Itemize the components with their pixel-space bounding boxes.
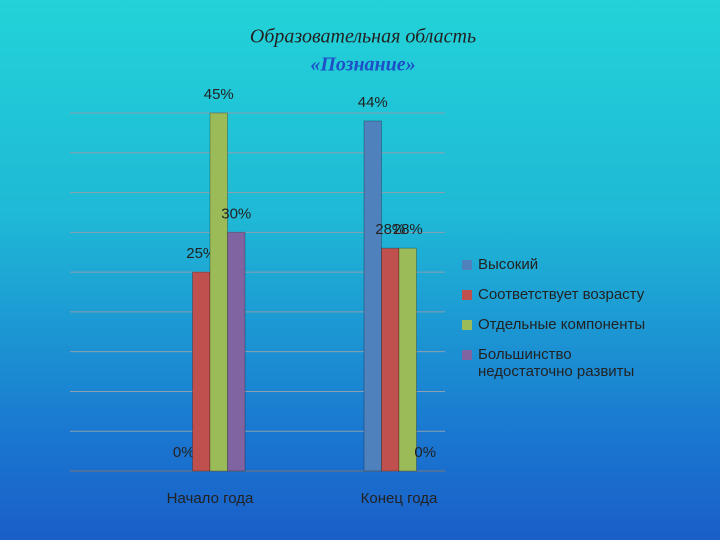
x-tick-label: Конец года — [361, 490, 438, 507]
bar — [363, 120, 382, 472]
data-label: 44% — [358, 94, 388, 111]
legend-label: Отдельные компоненты — [478, 316, 646, 333]
data-label: 45% — [204, 86, 234, 103]
chart-title: Образовательная область — [250, 26, 476, 48]
legend-swatch — [462, 350, 472, 360]
legend-swatch — [462, 320, 472, 330]
bar — [227, 231, 246, 472]
bar — [381, 247, 400, 472]
legend-swatch — [462, 290, 472, 300]
legend-item: Отдельные компоненты — [462, 316, 662, 333]
data-label: 28% — [375, 221, 405, 238]
bar — [209, 112, 228, 472]
legend-item: Высокий — [462, 256, 662, 273]
x-tick-label: Начало года — [167, 490, 254, 507]
data-label: 0% — [414, 444, 436, 461]
legend-item: Большинство недостаточно развиты — [462, 346, 662, 380]
chart-subtitle: «Познание» — [310, 54, 415, 76]
data-label: 30% — [221, 205, 251, 222]
legend-item: Соответствует возрасту — [462, 286, 662, 303]
legend-label: Соответствует возрасту — [478, 286, 645, 303]
bar — [192, 271, 211, 472]
legend-label: Высокий — [478, 256, 539, 273]
legend-label: Большинство недостаточно развиты — [478, 346, 635, 380]
data-label: 0% — [173, 444, 195, 461]
data-label: 28% — [393, 221, 423, 238]
data-label: 25% — [186, 245, 216, 262]
bar — [398, 247, 417, 472]
legend-swatch — [462, 260, 472, 270]
